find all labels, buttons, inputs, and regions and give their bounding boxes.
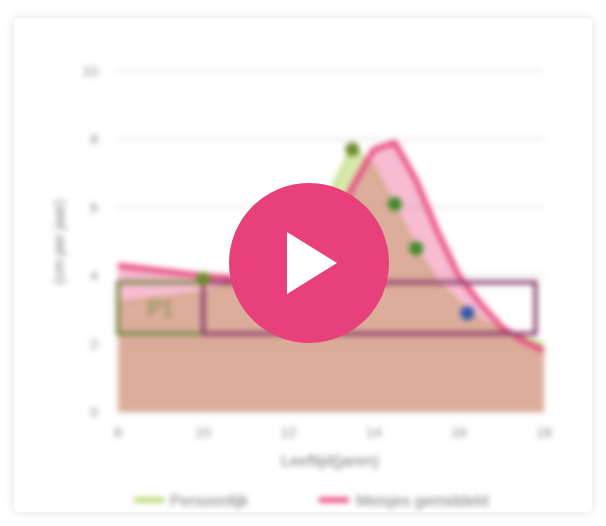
data-points: [196, 142, 475, 321]
x-tick-label-2: 12: [281, 424, 297, 440]
x-tick-label-3: 14: [366, 424, 382, 440]
play-icon: [287, 232, 337, 294]
data-point-3: [409, 241, 424, 256]
y-tick-label-2: 4: [90, 268, 98, 284]
play-button[interactable]: [229, 183, 389, 343]
data-point-1: [345, 142, 360, 157]
y-tick-label-3: 6: [90, 199, 98, 215]
x-tick-label-1: 10: [195, 424, 211, 440]
y-tick-label-1: 2: [90, 336, 98, 352]
tick-labels: 0 2 4 6 8 10 8 10 12 14 16 18: [82, 63, 552, 440]
y-tick-label-5: 10: [82, 63, 98, 79]
x-axis-label: Leeftijd(jaren): [281, 453, 379, 470]
y-tick-label-4: 8: [90, 131, 98, 147]
y-axis-label: (cm per jaar): [51, 199, 68, 284]
x-tick-label-0: 8: [114, 424, 122, 440]
legend: Persoonlijk Meisjes gemiddeld: [134, 493, 489, 510]
annotation-label-0: P1: [147, 296, 174, 321]
data-point-0: [196, 272, 211, 287]
x-tick-label-4: 16: [451, 424, 467, 440]
x-tick-label-5: 18: [536, 424, 552, 440]
legend-label-persoonlijk: Persoonlijk: [170, 493, 249, 510]
y-tick-label-0: 0: [90, 404, 98, 420]
data-point-4: [460, 306, 475, 321]
legend-label-meisjes: Meisjes gemiddeld: [356, 493, 489, 510]
data-point-2: [387, 196, 402, 211]
